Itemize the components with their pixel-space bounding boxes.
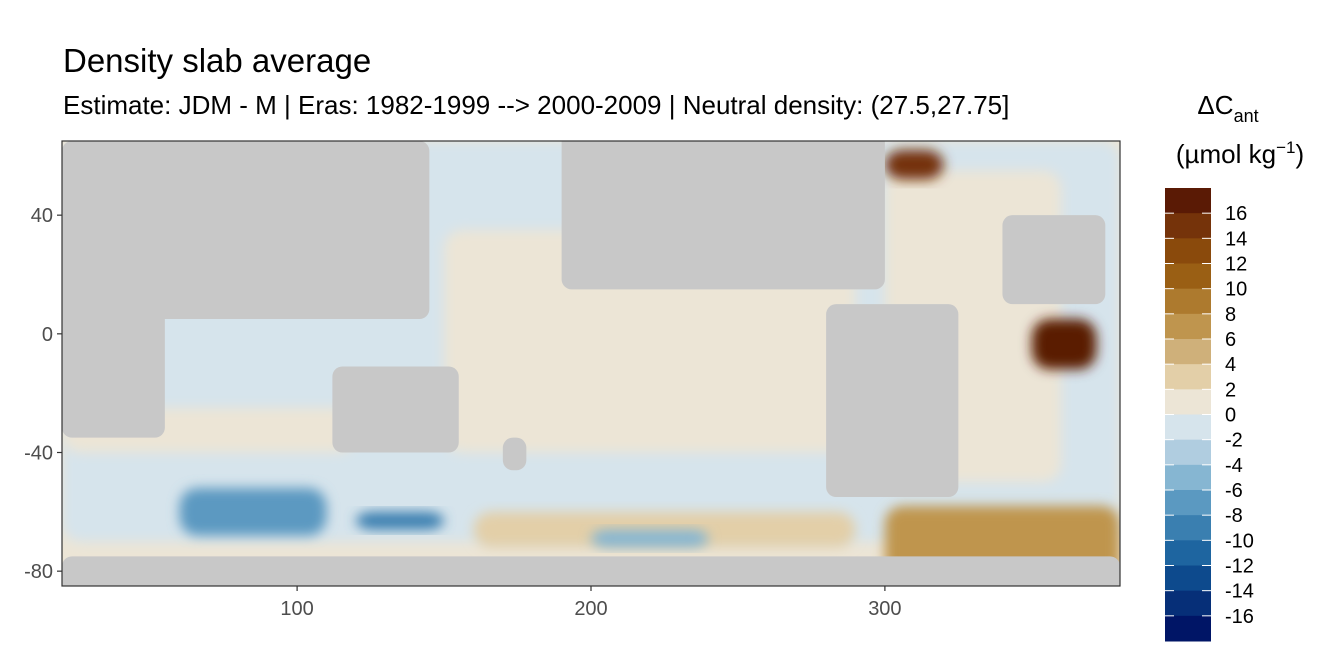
- x-tick-label: 100: [280, 598, 313, 620]
- y-tick-label: -40: [24, 443, 53, 465]
- legend-swatch: [1165, 339, 1211, 365]
- legend-label: 12: [1225, 254, 1247, 276]
- legend-label: 4: [1225, 354, 1236, 376]
- legend-swatch: [1165, 615, 1211, 642]
- ocean-region-7: [884, 149, 944, 180]
- y-tick-label: 0: [42, 324, 53, 346]
- legend-label: -16: [1225, 606, 1254, 628]
- legend-swatch: [1165, 439, 1211, 466]
- land-region-15: [826, 304, 959, 497]
- legend-label: -2: [1225, 430, 1243, 452]
- legend-swatch: [1165, 238, 1211, 264]
- land-region-18: [62, 556, 1120, 586]
- legend-label: 6: [1225, 329, 1236, 351]
- legend-label: -10: [1225, 530, 1254, 552]
- ocean-region-8: [179, 488, 327, 536]
- x-axis: 100 200 300: [280, 586, 902, 620]
- legend-label: 14: [1225, 228, 1247, 250]
- legend-swatch: [1165, 515, 1211, 541]
- legend-label: 8: [1225, 304, 1236, 326]
- ocean-region-9: [355, 511, 445, 530]
- legend-label: -8: [1225, 505, 1243, 527]
- legend-swatch: [1165, 540, 1211, 566]
- legend-swatch: [1165, 213, 1211, 239]
- legend-swatch: [1165, 313, 1211, 340]
- chart-title: Density slab average: [63, 42, 372, 79]
- legend-label: -14: [1225, 581, 1254, 603]
- land-region-14: [502, 437, 527, 471]
- map-panel: [62, 141, 1120, 586]
- legend-swatch: [1165, 464, 1211, 491]
- ocean-region-5: [1031, 319, 1097, 370]
- legend-title: ΔCant: [1197, 90, 1258, 126]
- land-region-13: [332, 366, 459, 453]
- legend-label: 10: [1225, 279, 1247, 301]
- legend: ΔCant (µmol kg−1) 16 14 12 10 8 6 4 2 0 -2 -4 -6 -8 -…: [1165, 90, 1304, 642]
- y-axis: 40 0 -40 -80: [24, 205, 62, 583]
- legend-swatch: [1165, 288, 1211, 315]
- chart-subtitle: Estimate: JDM - M | Eras: 1982-1999 --> …: [63, 90, 1010, 120]
- legend-label: 2: [1225, 379, 1236, 401]
- x-tick-label: 200: [574, 598, 607, 620]
- legend-swatch: [1165, 590, 1211, 617]
- legend-swatch: [1165, 188, 1211, 214]
- legend-swatch: [1165, 414, 1211, 441]
- land-region-16: [561, 141, 885, 290]
- legend-label: -6: [1225, 480, 1243, 502]
- land-region-12: [62, 141, 430, 319]
- legend-label: 16: [1225, 203, 1247, 225]
- legend-swatch: [1165, 389, 1211, 415]
- legend-label: -4: [1225, 455, 1243, 477]
- legend-label: 0: [1225, 405, 1236, 427]
- legend-swatch: [1165, 263, 1211, 290]
- y-tick-label: -80: [24, 561, 53, 583]
- ocean-region-10: [591, 529, 709, 548]
- legend-unit: (µmol kg−1): [1176, 138, 1304, 169]
- y-tick-label: 40: [31, 205, 53, 227]
- legend-label: -12: [1225, 556, 1254, 578]
- legend-swatch: [1165, 490, 1211, 516]
- x-tick-label: 300: [868, 598, 901, 620]
- legend-swatch: [1165, 364, 1211, 390]
- legend-swatch: [1165, 565, 1211, 592]
- land-region-17: [1002, 215, 1106, 305]
